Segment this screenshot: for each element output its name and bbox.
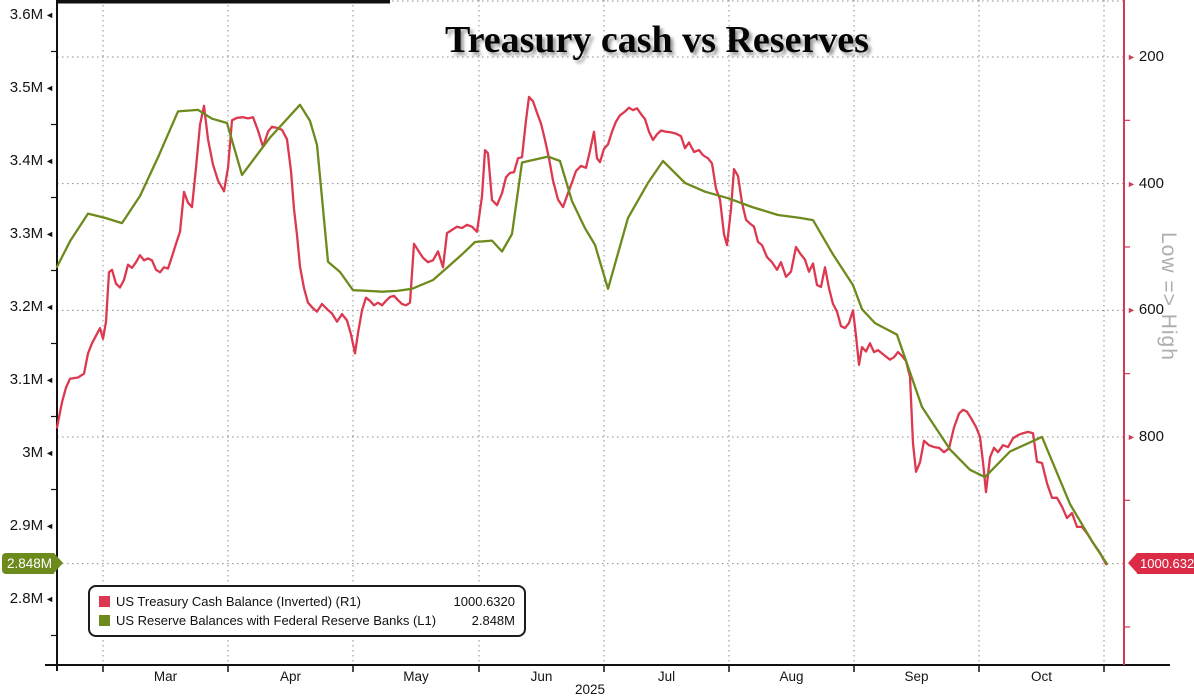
right-tick-arrow-icon: ►: [1127, 305, 1136, 316]
right-axis-annotation: Low => High: [1157, 232, 1180, 361]
x-axis-month-label: May: [403, 669, 429, 684]
right-tick-arrow-icon: ►: [1127, 432, 1136, 442]
right-tick-arrow-icon: ►: [1127, 52, 1136, 62]
left-axis-tick-label: 2.9M ◄: [9, 517, 54, 534]
series-line-treasury-cash: [55, 95, 1108, 566]
left-tick-arrow-icon: ◄: [45, 375, 54, 385]
left-axis-tick-label: 3M ◄: [22, 444, 54, 461]
left-tick-arrow-icon: ◄: [45, 229, 54, 239]
reserve-balances-swatch-icon: [99, 615, 110, 626]
legend-value: 1000.6320: [453, 594, 515, 609]
chart-title: Treasury cash vs Reserves: [445, 19, 869, 61]
legend-label: US Reserve Balances with Federal Reserve…: [116, 613, 437, 628]
top-cutoff-bar: [57, 0, 390, 4]
x-axis-month-label: Sep: [904, 669, 929, 684]
x-axis-month-label: Mar: [153, 669, 178, 684]
left-tick-arrow-icon: ◄: [45, 83, 54, 93]
left-tick-arrow-icon: ◄: [45, 156, 54, 166]
left-axis-tick-label: 3.4M ◄: [9, 152, 54, 169]
right-tick-arrow-icon: ►: [1127, 178, 1136, 189]
series-line-reserve-balances: [55, 103, 1109, 566]
left-tick-arrow-icon: ◄: [45, 302, 54, 312]
right-axis-tick-label: ► 400: [1127, 174, 1164, 192]
x-axis-month-label: Apr: [279, 669, 302, 684]
legend-row-reserve-balances: US Reserve Balances with Federal Reserve…: [99, 611, 515, 630]
x-axis-month-label: Oct: [1030, 669, 1053, 684]
left-axis-tick-label: 3.2M ◄: [9, 298, 54, 315]
left-axis-tick-label: 3.1M ◄: [9, 371, 54, 388]
x-axis-month-label: Jul: [657, 669, 676, 684]
right-axis-current-value-tag: 1000.6320: [1127, 553, 1194, 574]
left-axis-tick-label: 3.3M ◄: [9, 225, 54, 242]
legend-label: US Treasury Cash Balance (Inverted) (R1): [116, 594, 361, 609]
left-tick-arrow-icon: ◄: [45, 594, 54, 604]
treasury-cash-swatch-icon: [99, 596, 110, 607]
left-axis-tick-label: 2.8M ◄: [9, 590, 54, 607]
left-axis-tick-label: 3.6M ◄: [9, 6, 54, 23]
x-axis-year-label: 2025: [574, 682, 606, 697]
chart-legend: US Treasury Cash Balance (Inverted) (R1)…: [88, 585, 526, 637]
left-axis-current-value-tag: 2.848M: [2, 553, 64, 574]
right-axis-tick-label: ► 600: [1127, 301, 1164, 319]
left-tick-arrow-icon: ◄: [45, 448, 54, 458]
x-axis-month-label: Jun: [530, 669, 553, 684]
legend-row-treasury-cash: US Treasury Cash Balance (Inverted) (R1)…: [99, 592, 515, 611]
left-tick-arrow-icon: ◄: [45, 521, 54, 531]
right-axis-tick-label: ► 200: [1127, 48, 1164, 65]
legend-value: 2.848M: [471, 613, 515, 628]
right-axis-tick-label: ► 800: [1127, 428, 1164, 445]
left-axis-tick-label: 3.5M ◄: [9, 79, 54, 96]
left-tick-arrow-icon: ◄: [45, 10, 54, 20]
x-axis-month-label: Aug: [779, 669, 804, 684]
